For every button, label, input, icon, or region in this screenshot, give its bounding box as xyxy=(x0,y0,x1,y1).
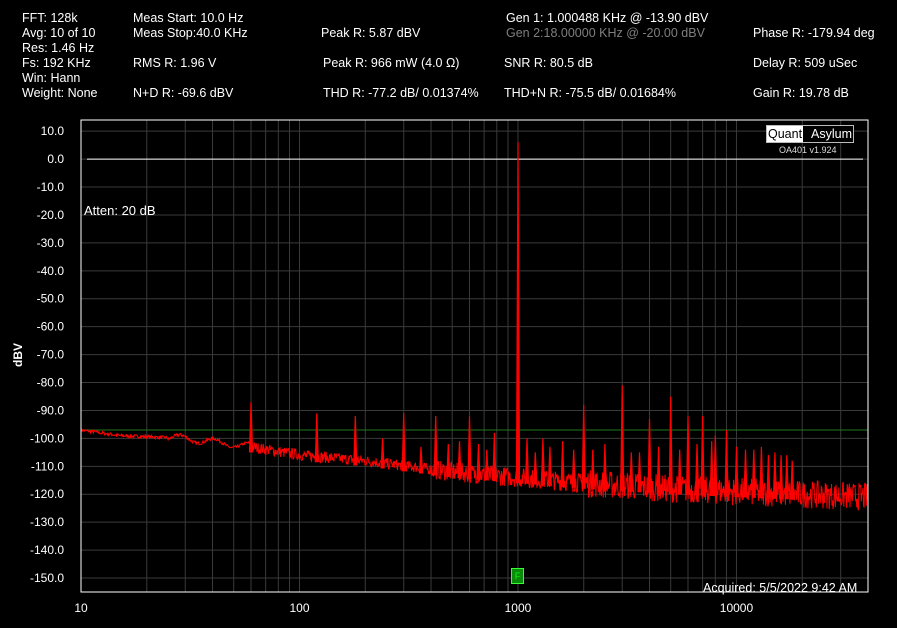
x-tick-label: 10000 xyxy=(720,601,754,615)
harmonic-peak xyxy=(647,418,652,493)
thdn-value: THD+N R: -75.5 dB/ 0.01684% xyxy=(504,86,676,100)
harmonic-peak xyxy=(629,452,634,492)
gen2: Gen 2:18.00000 KHz @ -20.00 dBV xyxy=(506,26,705,40)
axis-ticks: 10.0 0.0 -10.0 -20.0 -30.0 -40.0 -50.0 -60.0 -70… xyxy=(30,124,753,615)
harmonic-peak xyxy=(637,452,642,493)
y-tick-label: -40.0 xyxy=(37,264,65,278)
harmonic-peak xyxy=(571,449,576,488)
harmonic-peak xyxy=(734,446,739,498)
y-tick-label: -10.0 xyxy=(37,180,65,194)
y-axis-label: dBV xyxy=(11,343,25,367)
harmonic-peak xyxy=(433,415,438,476)
harmonic-peak xyxy=(668,396,673,495)
harmonic-peak xyxy=(515,142,521,484)
y-tick-label: -20.0 xyxy=(37,208,65,222)
version-label: OA401 v1.924 xyxy=(779,145,837,155)
acquired-timestamp: Acquired: 5/5/2022 9:42 AM xyxy=(703,581,858,595)
meas-start: Meas Start: 10.0 Hz xyxy=(133,11,244,25)
harmonic-peaks xyxy=(248,142,795,500)
harmonic-peak xyxy=(446,443,451,478)
harmonic-peak xyxy=(743,449,748,498)
harmonic-peak xyxy=(656,446,661,494)
x-tick-label: 10 xyxy=(74,601,88,615)
y-tick-label: -50.0 xyxy=(37,292,65,306)
harmonic-peak xyxy=(484,449,489,481)
harmonic-peak xyxy=(492,432,497,482)
y-tick-label: -110.0 xyxy=(31,459,64,473)
harmonic-peak xyxy=(759,446,764,499)
y-tick-label: -80.0 xyxy=(37,376,65,390)
logo-asylum: Asylum xyxy=(811,127,852,141)
y-tick-label: -120.0 xyxy=(30,487,64,501)
harmonic-peak xyxy=(677,449,682,495)
harmonic-peak xyxy=(581,404,586,489)
noise-floor-trace xyxy=(80,428,869,511)
harmonic-peak xyxy=(540,438,545,486)
harmonic-peak xyxy=(524,438,530,484)
harmonic-peak xyxy=(790,460,795,500)
sample-rate: Fs: 192 KHz xyxy=(22,56,91,70)
delay-value: Delay R: 509 uSec xyxy=(753,56,858,70)
y-tick-label: -60.0 xyxy=(37,320,65,334)
harmonic-peak xyxy=(700,415,705,496)
harmonic-peak xyxy=(766,455,771,499)
noise-distortion: N+D R: -69.6 dBV xyxy=(133,86,234,100)
frequency-marker[interactable]: F xyxy=(511,568,524,584)
harmonic-peak xyxy=(685,415,691,496)
harmonic-peak xyxy=(602,443,607,491)
resolution: Res: 1.46 Hz xyxy=(22,41,95,55)
harmonic-peak xyxy=(401,413,406,472)
avg-count: Avg: 10 of 10 xyxy=(22,26,96,40)
harmonic-peak xyxy=(724,429,729,497)
y-tick-label: 0.0 xyxy=(47,152,64,166)
snr-value: SNR R: 80.5 dB xyxy=(504,56,593,70)
phase-value: Phase R: -179.94 deg xyxy=(753,26,875,40)
peak-dbv: Peak R: 5.87 dBV xyxy=(321,26,421,40)
y-tick-label: -130.0 xyxy=(30,515,64,529)
y-tick-label: -150.0 xyxy=(30,571,64,585)
logo-quant: Quant xyxy=(767,126,804,142)
harmonic-peak xyxy=(380,438,385,469)
fft-size: FFT: 128k xyxy=(22,11,78,25)
y-tick-label: -90.0 xyxy=(37,403,65,417)
y-tick-label: -70.0 xyxy=(37,348,65,362)
meas-stop: Meas Stop:40.0 KHz xyxy=(133,26,248,40)
harmonic-peak xyxy=(467,415,472,480)
y-tick-label: -140.0 xyxy=(30,543,64,557)
harmonic-peak xyxy=(547,446,552,486)
harmonic-peak xyxy=(533,452,538,485)
thd-value: THD R: -77.2 dB/ 0.01374% xyxy=(323,86,479,100)
plot-frame xyxy=(80,119,869,593)
harmonic-peak xyxy=(353,415,358,466)
harmonic-peak xyxy=(772,452,777,499)
y-tick-label: 10.0 xyxy=(41,124,65,138)
rms-value: RMS R: 1.96 V xyxy=(133,56,217,70)
window-type: Win: Hann xyxy=(22,71,81,85)
weighting: Weight: None xyxy=(22,86,98,100)
harmonic-peak xyxy=(713,435,718,497)
harmonic-peak xyxy=(314,413,319,463)
gen1: Gen 1: 1.000488 KHz @ -13.90 dBV xyxy=(506,11,709,25)
peak-mw: Peak R: 966 mW (4.0 Ω) xyxy=(323,56,460,70)
harmonic-peak xyxy=(694,443,700,496)
plot-grid xyxy=(80,120,869,592)
harmonic-peak xyxy=(590,449,595,490)
harmonic-peak xyxy=(476,443,481,480)
harmonic-peak xyxy=(779,455,784,499)
x-tick-label: 1000 xyxy=(505,601,532,615)
gain-value: Gain R: 19.78 dB xyxy=(753,86,849,100)
harmonic-peak xyxy=(248,402,254,453)
y-tick-label: -100.0 xyxy=(30,431,64,445)
x-tick-label: 100 xyxy=(289,601,309,615)
harmonic-peak xyxy=(709,441,714,497)
harmonic-peak xyxy=(418,446,424,474)
attenuation-label: Atten: 20 dB xyxy=(84,203,156,218)
harmonic-peak xyxy=(751,449,756,498)
harmonic-peak xyxy=(620,385,625,492)
harmonic-peak xyxy=(560,441,565,487)
harmonic-peak xyxy=(784,455,789,500)
harmonic-peak xyxy=(457,441,462,479)
y-tick-label: -30.0 xyxy=(37,236,65,250)
